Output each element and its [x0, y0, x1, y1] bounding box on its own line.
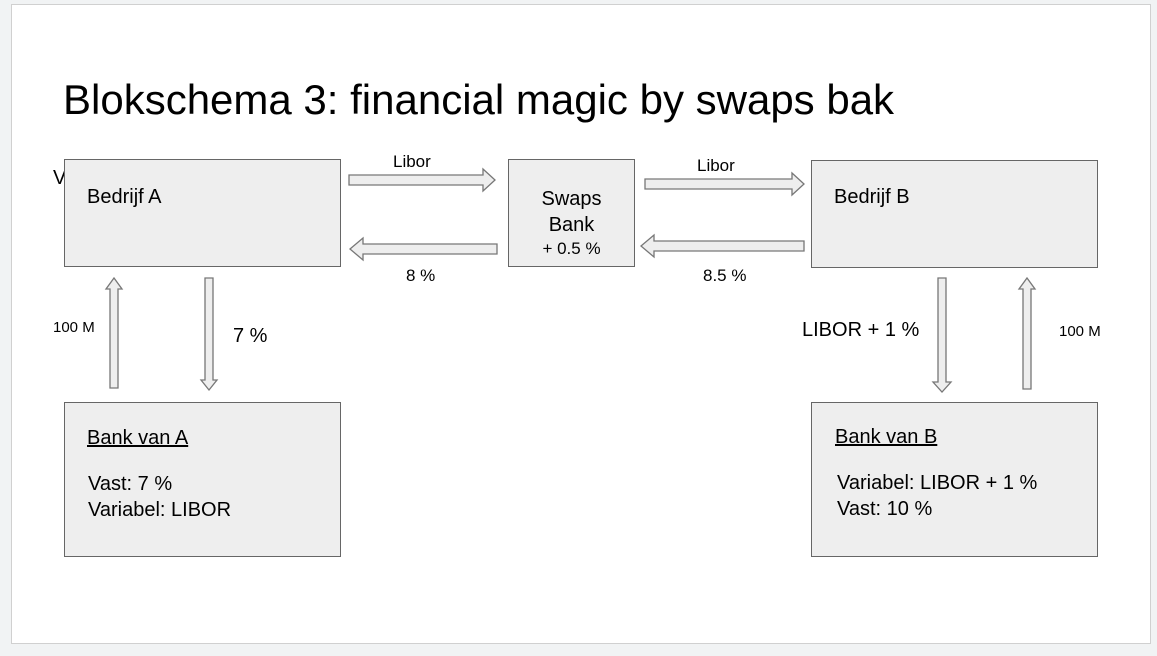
bank-a-title: Bank van A	[87, 427, 189, 449]
arrow-down-libor-plus-1	[931, 277, 953, 393]
swaps-bank-line1: Swaps	[541, 188, 602, 210]
label-8-5pct: 8.5 %	[703, 266, 747, 285]
label-libor-b: Libor	[697, 156, 735, 175]
bank-a-box: Bank van A Vast: 7 % Variabel: LIBOR	[64, 402, 341, 557]
bedrijf-b-label: Bedrijf B	[834, 186, 910, 208]
label-100m-a: 100 M	[53, 319, 95, 336]
bank-a-line2: Variabel: LIBOR	[88, 499, 232, 521]
label-libor-plus-1: LIBOR + 1 %	[802, 319, 920, 341]
slide-title: Blokschema 3: financial magic by swaps b…	[63, 76, 895, 123]
label-7pct: 7 %	[233, 325, 268, 347]
bank-a-line1: Vast: 7 %	[88, 473, 173, 495]
swaps-bank-box: Swaps Bank + 0.5 %	[508, 159, 635, 267]
swaps-bank-margin: + 0.5 %	[542, 239, 601, 258]
arrow-left-8-5pct	[639, 233, 805, 259]
arrow-up-100m-a	[104, 276, 124, 389]
bedrijf-a-box: Bedrijf A	[64, 159, 341, 267]
bedrijf-a-label: Bedrijf A	[87, 186, 162, 208]
bank-b-line1: Variabel: LIBOR + 1 %	[837, 472, 1038, 494]
arrow-right-libor-b	[644, 171, 805, 197]
label-100m-b: 100 M	[1059, 323, 1101, 340]
swaps-bank-line2: Bank	[548, 214, 595, 236]
arrow-right-libor-a	[348, 167, 496, 193]
bedrijf-b-box: Bedrijf B	[811, 160, 1098, 268]
hidden-text: V	[53, 167, 67, 189]
label-libor-a: Libor	[393, 152, 431, 171]
bank-b-title: Bank van B	[835, 426, 938, 448]
arrow-up-100m-b	[1017, 276, 1037, 390]
bank-b-line2: Vast: 10 %	[837, 498, 933, 520]
arrow-down-7pct	[199, 277, 219, 392]
label-8pct: 8 %	[406, 266, 436, 285]
arrow-left-8pct	[348, 236, 498, 262]
bank-b-box: Bank van B Variabel: LIBOR + 1 % Vast: 1…	[811, 402, 1098, 557]
